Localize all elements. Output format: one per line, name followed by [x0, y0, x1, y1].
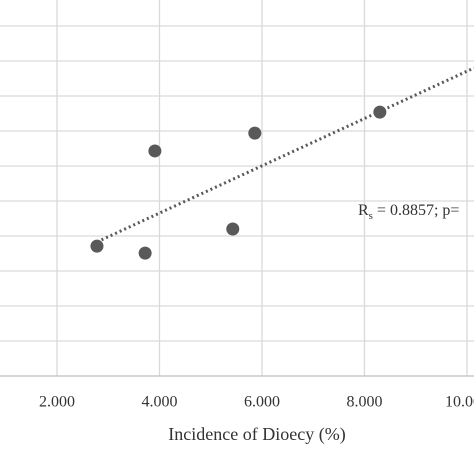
point — [148, 144, 162, 158]
point — [373, 105, 387, 119]
x-tick-label: 6.000 — [244, 394, 280, 411]
trendline — [96, 66, 474, 244]
x-tick-label: 4.000 — [141, 394, 177, 411]
point — [90, 239, 104, 253]
annotation-sub: s — [369, 210, 373, 222]
point — [138, 246, 152, 260]
annotation-main: R — [358, 202, 369, 219]
annotation-rest: = 0.8857; p= — [373, 202, 460, 219]
x-tick-label: 8.000 — [346, 394, 382, 411]
point — [248, 126, 262, 140]
annotation: Rs = 0.8857; p= — [358, 202, 459, 222]
x-axis-title: Incidence of Dioecy (%) — [168, 424, 345, 445]
point — [226, 222, 240, 236]
x-tick-label: 2.000 — [39, 394, 75, 411]
x-tick-label: 10.000 — [445, 394, 474, 411]
